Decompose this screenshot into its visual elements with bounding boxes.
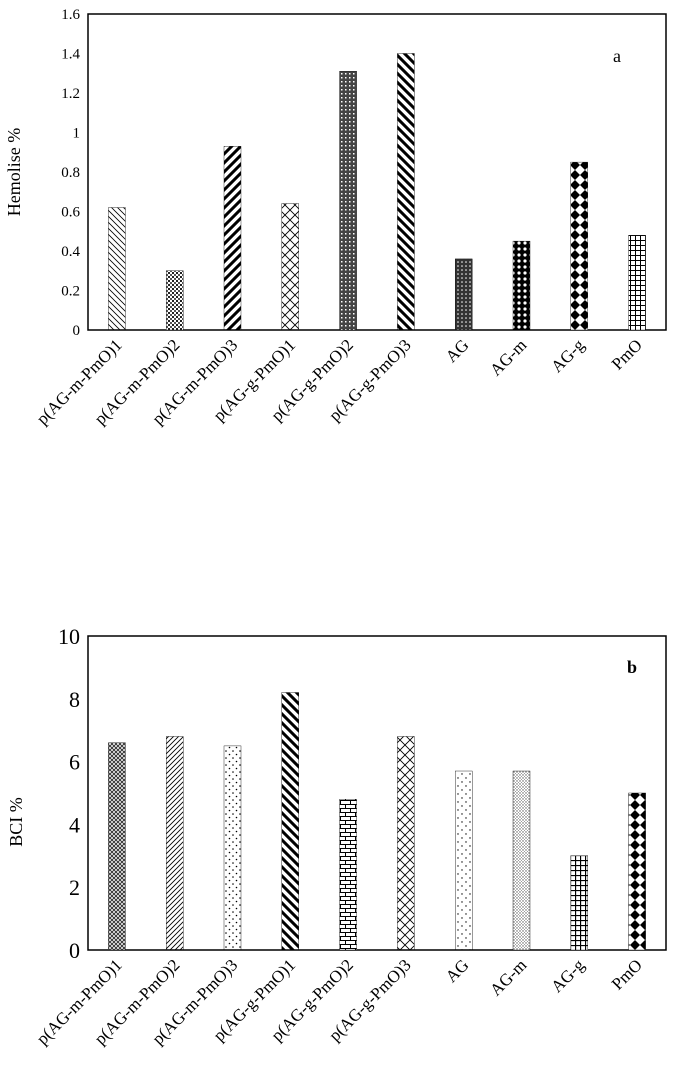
y-tick-label: 0.8: [61, 165, 80, 181]
bar-4: [339, 799, 357, 951]
category-label: AG-g: [547, 955, 588, 996]
bar-5: [397, 53, 415, 331]
hemolysis-chart: a Hemolise % 00.20.40.60.811.21.41.6 p(A…: [4, 7, 667, 428]
y-axis-label: BCI %: [6, 797, 26, 847]
y-tick-label: 0.2: [61, 284, 80, 300]
bar-2: [223, 745, 242, 951]
bar-6: [455, 770, 473, 951]
y-tick-label: 10: [58, 624, 80, 649]
bar-9: [628, 234, 646, 331]
bar-2: [223, 146, 242, 331]
panel-label: b: [627, 657, 637, 677]
category-label: AG: [442, 335, 473, 366]
y-tick-label: 6: [69, 750, 80, 775]
y-tick-label: 0.6: [61, 205, 80, 221]
category-label: PmO: [608, 955, 646, 993]
panel-label: a: [613, 46, 621, 66]
y-tick-label: 8: [69, 687, 80, 712]
bar-4: [339, 71, 357, 331]
y-tick-label: 2: [69, 875, 80, 900]
bar-0: [108, 207, 126, 331]
y-axis-label: Hemolise %: [4, 128, 24, 216]
bar-1: [165, 270, 184, 331]
bar-8: [570, 161, 588, 331]
y-tick-label: 1.2: [61, 86, 80, 102]
bar-7: [512, 240, 531, 331]
plot-frame: [87, 635, 667, 951]
bar-5: [397, 736, 415, 951]
bar-3: [281, 692, 299, 951]
bar-9: [628, 792, 646, 951]
y-tick-label: 1.4: [61, 47, 80, 63]
bar-3: [281, 203, 299, 331]
bar-1: [165, 736, 184, 951]
category-label: AG-m: [486, 955, 530, 999]
plot-frame: [87, 13, 667, 331]
y-tick-label: 0.4: [61, 244, 80, 260]
y-tick-label: 1: [73, 126, 81, 142]
category-label: AG: [442, 955, 473, 986]
category-label: AG-m: [486, 335, 530, 379]
y-tick-label: 0: [69, 938, 80, 963]
bar-8: [570, 855, 588, 951]
y-tick-label: 1.6: [61, 7, 80, 23]
category-label: AG-g: [547, 335, 588, 376]
category-label: PmO: [608, 335, 646, 373]
bar-0: [108, 742, 126, 951]
bar-6: [455, 258, 473, 331]
bar-7: [512, 770, 531, 951]
y-tick-label: 4: [69, 812, 80, 837]
y-tick-label: 0: [73, 323, 81, 339]
